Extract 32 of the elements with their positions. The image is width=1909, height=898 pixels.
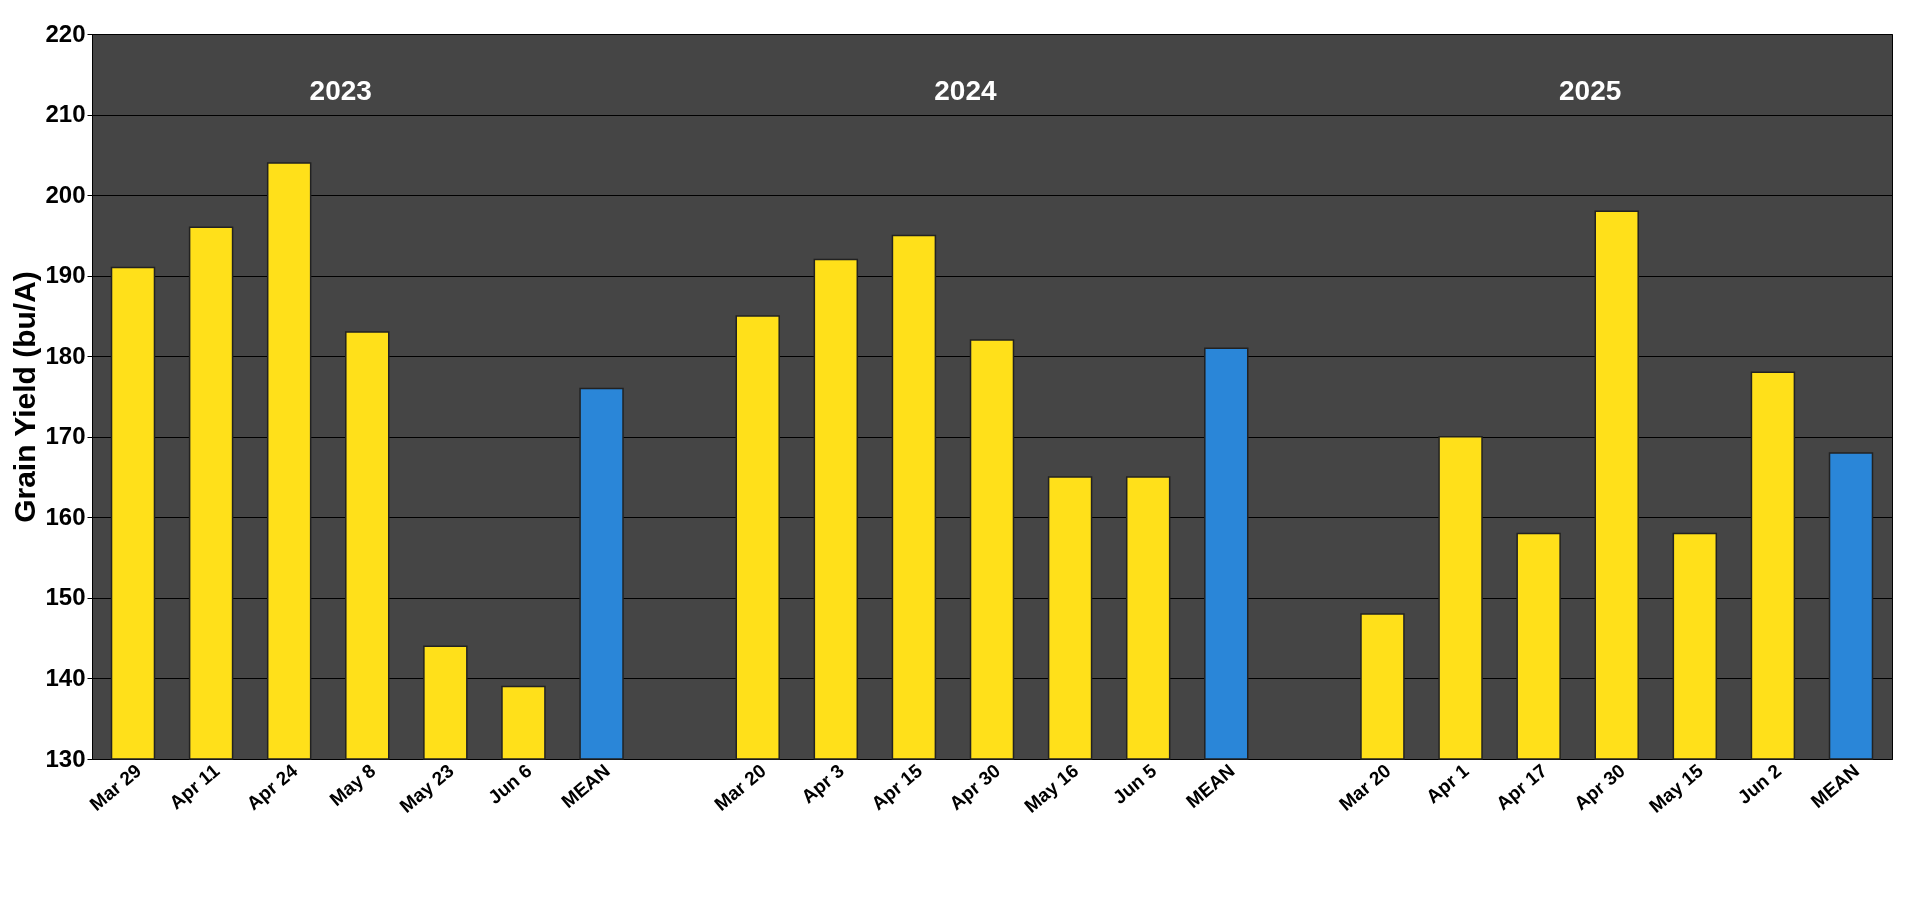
x-tick-label: Apr 11 bbox=[165, 759, 224, 814]
y-axis-title: Grain Yield (bu/A) bbox=[8, 271, 42, 523]
y-tick-label: 160 bbox=[45, 502, 86, 530]
x-tick-label: Apr 30 bbox=[1570, 759, 1629, 815]
y-tick-label: 180 bbox=[45, 341, 86, 369]
x-tick-label: Apr 15 bbox=[867, 759, 927, 815]
x-tick-label: Apr 17 bbox=[1492, 759, 1551, 815]
x-tick-label: Mar 29 bbox=[85, 759, 146, 815]
annotation: 2024 bbox=[934, 75, 997, 106]
annotation: 2023 bbox=[309, 75, 372, 106]
y-tick-label: 190 bbox=[45, 261, 86, 289]
y-tick-label: 170 bbox=[45, 422, 86, 450]
annotation: 2025 bbox=[1559, 75, 1622, 106]
x-tick-label: Mar 20 bbox=[1335, 759, 1395, 815]
y-tick-label: 210 bbox=[45, 100, 86, 128]
x-tick-label: Apr 1 bbox=[1422, 759, 1474, 808]
y-tick-label: 130 bbox=[45, 744, 86, 772]
x-tick-label: Apr 24 bbox=[242, 759, 302, 815]
y-tick-label: 220 bbox=[45, 19, 86, 47]
y-tick-label: 200 bbox=[45, 180, 86, 208]
x-tick-label: Jun 5 bbox=[1108, 759, 1161, 808]
x-tick-label: May 23 bbox=[395, 759, 458, 817]
x-tick-label: Jun 2 bbox=[1733, 759, 1786, 808]
x-tick-label: Apr 30 bbox=[945, 759, 1005, 815]
x-tick-label: Apr 3 bbox=[797, 759, 849, 808]
x-tick-label: May 8 bbox=[325, 759, 380, 810]
x-tick-label: Jun 6 bbox=[484, 759, 536, 808]
x-tick-label: May 15 bbox=[1644, 759, 1708, 817]
x-tick-label: Mar 20 bbox=[710, 759, 770, 815]
x-tick-label: May 16 bbox=[1020, 759, 1083, 817]
y-tick-label: 140 bbox=[45, 663, 86, 691]
y-tick-label: 150 bbox=[45, 583, 86, 611]
